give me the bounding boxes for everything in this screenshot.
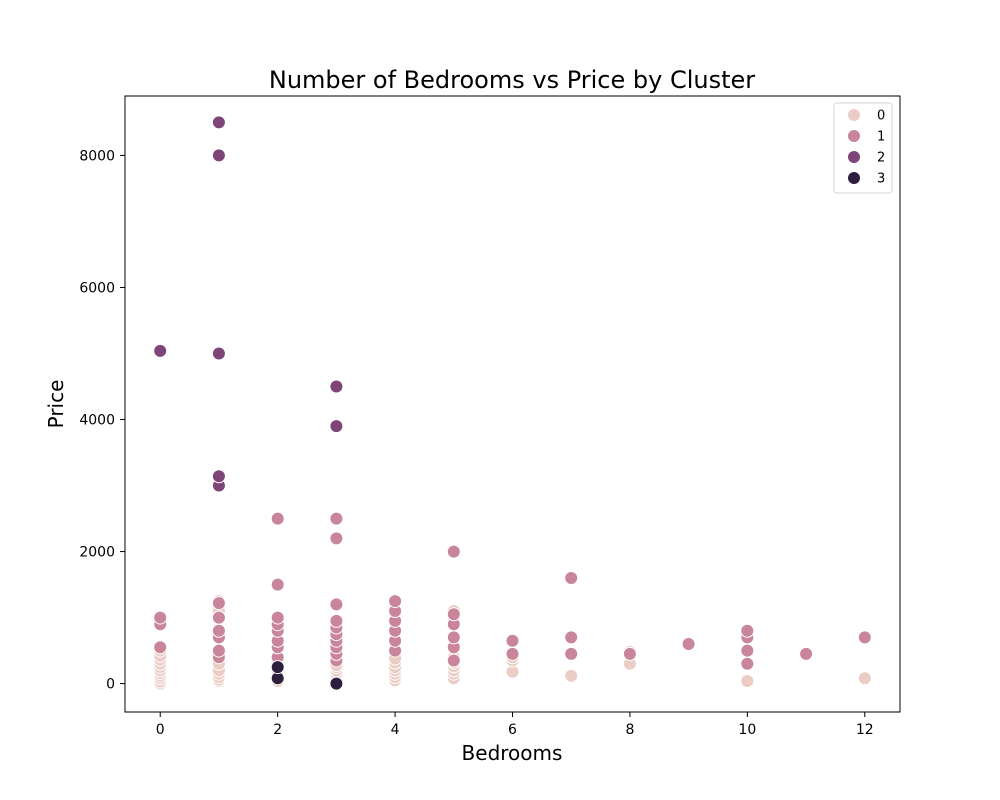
scatter-point-cluster-1 bbox=[564, 630, 579, 645]
legend-marker-cluster-3 bbox=[847, 171, 861, 185]
y-tick-label: 2000 bbox=[79, 545, 115, 561]
scatter-point-cluster-1 bbox=[153, 640, 168, 655]
scatter-point-cluster-1 bbox=[740, 656, 755, 671]
legend-box bbox=[833, 102, 893, 194]
scatter-point-cluster-1 bbox=[446, 630, 461, 645]
x-tick-label: 12 bbox=[856, 722, 874, 738]
legend-label-cluster-3: 3 bbox=[877, 172, 885, 187]
y-tick-label: 4000 bbox=[79, 413, 115, 429]
scatter-point-cluster-1 bbox=[329, 613, 344, 628]
scatter-point-cluster-3 bbox=[329, 676, 344, 691]
legend-label-cluster-2: 2 bbox=[877, 151, 885, 166]
scatter-point-cluster-1 bbox=[211, 610, 226, 625]
scatter-point-cluster-1 bbox=[153, 610, 168, 625]
legend: 0 1 2 3 bbox=[833, 102, 893, 194]
y-tick-label: 6000 bbox=[79, 280, 115, 296]
y-axis-label: Price bbox=[44, 380, 68, 429]
scatter-point-cluster-2 bbox=[211, 148, 226, 163]
x-tick-label: 0 bbox=[156, 722, 165, 738]
scatter-point-cluster-1 bbox=[211, 643, 226, 658]
legend-marker-cluster-2 bbox=[847, 150, 861, 164]
y-tick-label: 8000 bbox=[79, 148, 115, 164]
y-axis-ticks: 0 2000 4000 6000 8000 bbox=[79, 148, 125, 693]
scatter-point-cluster-1 bbox=[388, 594, 403, 609]
scatter-point-cluster-1 bbox=[211, 623, 226, 638]
scatter-point-cluster-1 bbox=[329, 597, 344, 612]
scatter-point-cluster-1 bbox=[505, 646, 520, 661]
x-tick-label: 8 bbox=[625, 722, 634, 738]
x-tick-label: 2 bbox=[273, 722, 282, 738]
legend-label-cluster-0: 0 bbox=[877, 109, 885, 124]
scatter-point-cluster-1 bbox=[211, 596, 226, 611]
x-axis-label: Bedrooms bbox=[462, 741, 563, 765]
scatter-point-cluster-1 bbox=[270, 610, 285, 625]
chart-title: Number of Bedrooms vs Price by Cluster bbox=[269, 66, 755, 94]
x-tick-label: 6 bbox=[508, 722, 517, 738]
scatter-point-cluster-1 bbox=[329, 511, 344, 526]
scatter-point-cluster-1 bbox=[857, 630, 872, 645]
scatter-point-cluster-2 bbox=[153, 343, 168, 358]
scatter-point-cluster-1 bbox=[446, 607, 461, 622]
scatter-point-cluster-1 bbox=[505, 633, 520, 648]
scatter-point-cluster-1 bbox=[740, 643, 755, 658]
scatter-point-cluster-1 bbox=[740, 623, 755, 638]
x-tick-label: 10 bbox=[738, 722, 756, 738]
scatter-point-cluster-2 bbox=[211, 346, 226, 361]
scatter-point-cluster-1 bbox=[270, 511, 285, 526]
legend-marker-cluster-0 bbox=[847, 108, 861, 122]
scatter-point-cluster-1 bbox=[799, 646, 814, 661]
scatter-point-cluster-2 bbox=[329, 419, 344, 434]
legend-marker-cluster-1 bbox=[847, 129, 861, 143]
y-tick-label: 0 bbox=[106, 677, 115, 693]
scatter-point-cluster-0 bbox=[564, 668, 579, 683]
plot-frame bbox=[124, 95, 901, 713]
legend-label-cluster-1: 1 bbox=[877, 130, 885, 145]
scatter-point-cluster-1 bbox=[446, 544, 461, 559]
x-axis-ticks: 0 2 4 6 8 10 12 bbox=[156, 712, 874, 738]
scatter-point-cluster-1 bbox=[622, 646, 637, 661]
scatter-point-cluster-0 bbox=[857, 671, 872, 686]
points-layer bbox=[153, 115, 872, 691]
scatter-point-cluster-0 bbox=[740, 674, 755, 688]
scatter-point-cluster-1 bbox=[270, 577, 285, 592]
scatter-point-cluster-2 bbox=[211, 115, 226, 130]
scatter-point-cluster-1 bbox=[681, 637, 696, 651]
scatter-point-cluster-1 bbox=[329, 531, 344, 546]
x-tick-label: 4 bbox=[391, 722, 400, 738]
scatter-point-cluster-3 bbox=[270, 660, 285, 675]
scatter-point-cluster-1 bbox=[446, 653, 461, 668]
scatter-point-cluster-1 bbox=[564, 571, 579, 585]
scatter-point-cluster-2 bbox=[211, 469, 226, 484]
scatter-point-cluster-2 bbox=[329, 379, 344, 394]
scatter-point-cluster-1 bbox=[564, 646, 579, 661]
